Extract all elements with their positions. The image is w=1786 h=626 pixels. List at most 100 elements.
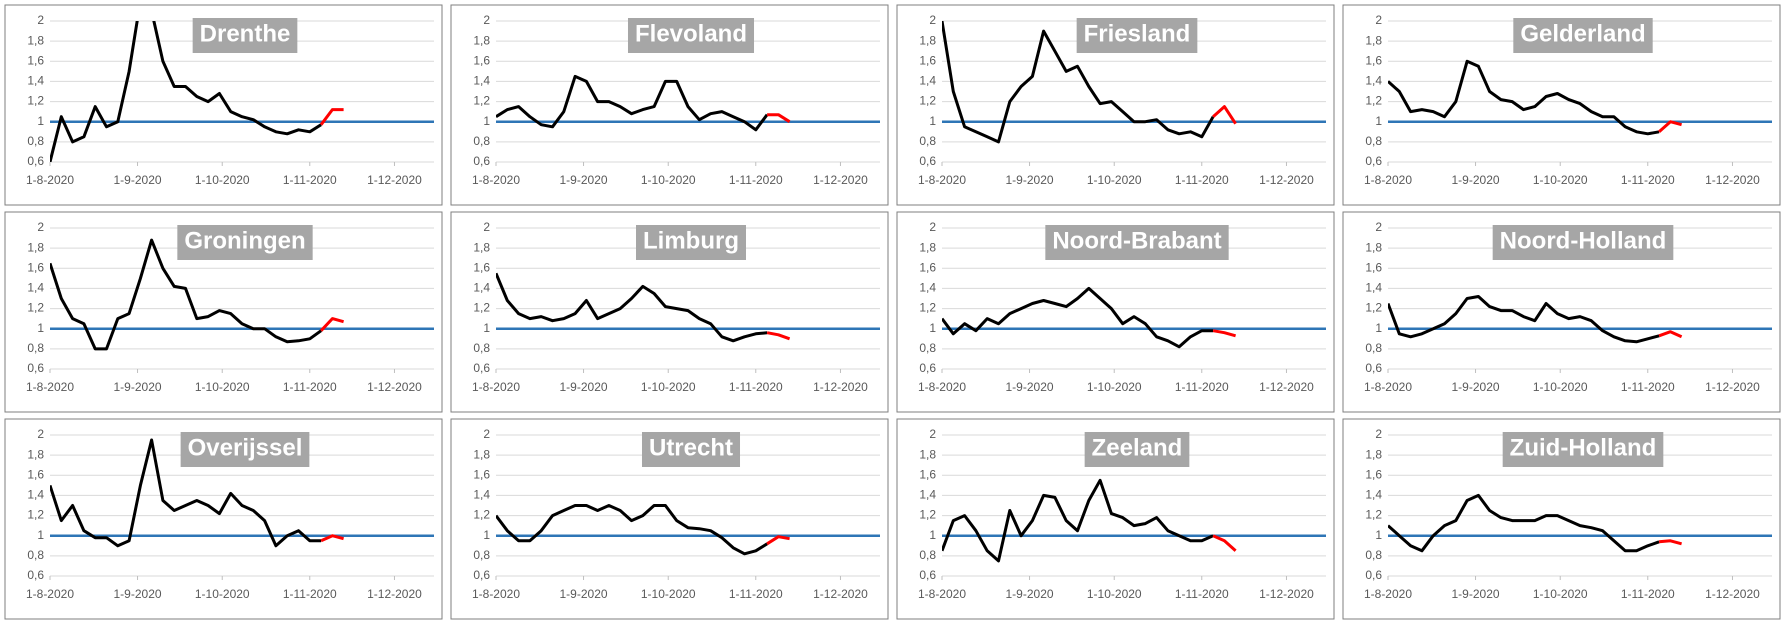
y-tick-label: 0,8 xyxy=(27,134,44,148)
y-tick-label: 0,6 xyxy=(473,361,490,375)
title-box xyxy=(177,225,313,260)
x-tick-label: 1-8-2020 xyxy=(472,173,520,187)
y-tick-label: 0,8 xyxy=(919,341,936,355)
y-tick-label: 1,6 xyxy=(473,467,490,481)
series-line xyxy=(767,113,791,123)
y-tick-label: 1,4 xyxy=(919,74,936,88)
y-tick-label: 2 xyxy=(37,427,44,441)
y-tick-label: 1,4 xyxy=(27,488,44,502)
y-tick-label: 1,4 xyxy=(27,74,44,88)
y-tick-label: 1,2 xyxy=(27,508,44,522)
y-tick-label: 1,8 xyxy=(919,33,936,47)
x-tick-label: 1-12-2020 xyxy=(367,173,422,187)
y-tick-label: 2 xyxy=(1375,427,1382,441)
y-tick-label: 0,6 xyxy=(473,568,490,582)
x-tick-label: 1-10-2020 xyxy=(1533,587,1588,601)
series-line xyxy=(50,21,322,162)
y-tick-label: 0,6 xyxy=(1365,154,1382,168)
panel: 0,6 0,8 1 1,2 1,4 1,6 1,8 2 1-8-2020 1-9-2020 1-10… xyxy=(1342,211,1781,413)
y-tick-label: 1,4 xyxy=(919,281,936,295)
chart-title: Zuid-Holland xyxy=(1510,434,1657,461)
y-tick-label: 0,6 xyxy=(473,154,490,168)
x-tick-label: 1-9-2020 xyxy=(114,587,162,601)
x-tick-label: 1-9-2020 xyxy=(1452,380,1500,394)
y-tick-label: 0,6 xyxy=(1365,361,1382,375)
x-tick-label: 1-10-2020 xyxy=(641,587,696,601)
x-tick-label: 1-11-2020 xyxy=(729,587,783,601)
series-line xyxy=(50,238,322,351)
panel: 0,6 0,8 1 1,2 1,4 1,6 1,8 2 1-8-2020 1-9-2020 1-10… xyxy=(896,211,1335,413)
x-tick-label: 1-12-2020 xyxy=(813,380,868,394)
y-tick-label: 1,2 xyxy=(27,301,44,315)
x-tick-label: 1-9-2020 xyxy=(1006,380,1054,394)
y-tick-label: 1,6 xyxy=(919,260,936,274)
panel: 0,6 0,8 1 1,2 1,4 1,6 1,8 2 1-8-2020 1-9-2020 1-10… xyxy=(4,211,443,413)
y-tick-label: 1,6 xyxy=(27,260,44,274)
series-line xyxy=(1658,539,1682,546)
x-tick-label: 1-12-2020 xyxy=(813,173,868,187)
y-tick-label: 0,8 xyxy=(473,341,490,355)
series-line xyxy=(766,535,790,546)
chart-title: Noord-Brabant xyxy=(1052,227,1221,254)
x-tick-label: 1-8-2020 xyxy=(918,173,966,187)
y-tick-label: 1,8 xyxy=(919,240,936,254)
y-tick-label: 2 xyxy=(37,220,44,234)
x-tick-label: 1-8-2020 xyxy=(918,587,966,601)
y-tick-label: 0,8 xyxy=(1365,341,1382,355)
x-tick-label: 1-12-2020 xyxy=(367,380,422,394)
y-tick-label: 0,6 xyxy=(27,568,44,582)
x-tick-label: 1-11-2020 xyxy=(1621,587,1675,601)
panel: 0,6 0,8 1 1,2 1,4 1,6 1,8 2 1-8-2020 1-9-2020 1-10… xyxy=(450,4,889,206)
panel: 0,6 0,8 1 1,2 1,4 1,6 1,8 2 1-8-2020 1-9-2020 1-10… xyxy=(896,418,1335,620)
chart-title: Utrecht xyxy=(649,434,733,461)
series-line xyxy=(942,286,1214,349)
x-tick-label: 1-8-2020 xyxy=(1364,380,1412,394)
panel: 0,6 0,8 1 1,2 1,4 1,6 1,8 2 1-8-2020 1-9-2020 1-10… xyxy=(450,418,889,620)
x-tick-label: 1-12-2020 xyxy=(1259,587,1314,601)
series-line xyxy=(1658,330,1683,339)
x-tick-label: 1-11-2020 xyxy=(1175,587,1229,601)
x-tick-label: 1-11-2020 xyxy=(1621,380,1675,394)
x-tick-label: 1-10-2020 xyxy=(641,380,696,394)
y-tick-label: 1,8 xyxy=(473,447,490,461)
panel: 0,6 0,8 1 1,2 1,4 1,6 1,8 2 1-8-2020 1-9-2020 1-10… xyxy=(4,4,443,206)
y-tick-label: 0,8 xyxy=(1365,134,1382,148)
x-tick-label: 1-10-2020 xyxy=(195,587,250,601)
y-tick-label: 0,6 xyxy=(27,361,44,375)
x-tick-label: 1-11-2020 xyxy=(729,380,783,394)
y-tick-label: 0,6 xyxy=(919,568,936,582)
y-tick-label: 1,6 xyxy=(473,260,490,274)
y-tick-label: 1,8 xyxy=(27,447,44,461)
y-tick-label: 0,6 xyxy=(919,361,936,375)
y-tick-label: 1,4 xyxy=(473,281,490,295)
y-tick-label: 1 xyxy=(929,528,936,542)
x-tick-label: 1-11-2020 xyxy=(729,173,783,187)
y-tick-label: 1,2 xyxy=(1365,94,1382,108)
title-box xyxy=(1513,18,1653,53)
chart-title: Zeeland xyxy=(1092,434,1183,461)
x-tick-label: 1-8-2020 xyxy=(26,587,74,601)
chart-title: Groningen xyxy=(184,227,305,254)
y-tick-label: 0,8 xyxy=(919,548,936,562)
x-tick-label: 1-8-2020 xyxy=(1364,587,1412,601)
x-tick-label: 1-10-2020 xyxy=(1533,380,1588,394)
panel: 0,6 0,8 1 1,2 1,4 1,6 1,8 2 1-8-2020 1-9-2020 1-10… xyxy=(1342,4,1781,206)
series-line xyxy=(942,478,1214,563)
series-line xyxy=(1658,120,1682,133)
chart-title: Noord-Holland xyxy=(1500,227,1667,254)
x-tick-label: 1-9-2020 xyxy=(1452,587,1500,601)
x-tick-label: 1-12-2020 xyxy=(1705,380,1760,394)
x-tick-label: 1-9-2020 xyxy=(560,587,608,601)
title-box xyxy=(641,432,741,467)
title-box xyxy=(180,432,310,467)
title-box xyxy=(1084,432,1190,467)
y-tick-label: 1 xyxy=(1375,321,1382,335)
y-tick-label: 1 xyxy=(1375,114,1382,128)
series-line xyxy=(766,331,791,341)
x-tick-label: 1-12-2020 xyxy=(813,587,868,601)
y-tick-label: 0,6 xyxy=(1365,568,1382,582)
y-tick-label: 1,2 xyxy=(919,301,936,315)
y-tick-label: 1,8 xyxy=(473,33,490,47)
x-tick-label: 1-12-2020 xyxy=(367,587,422,601)
